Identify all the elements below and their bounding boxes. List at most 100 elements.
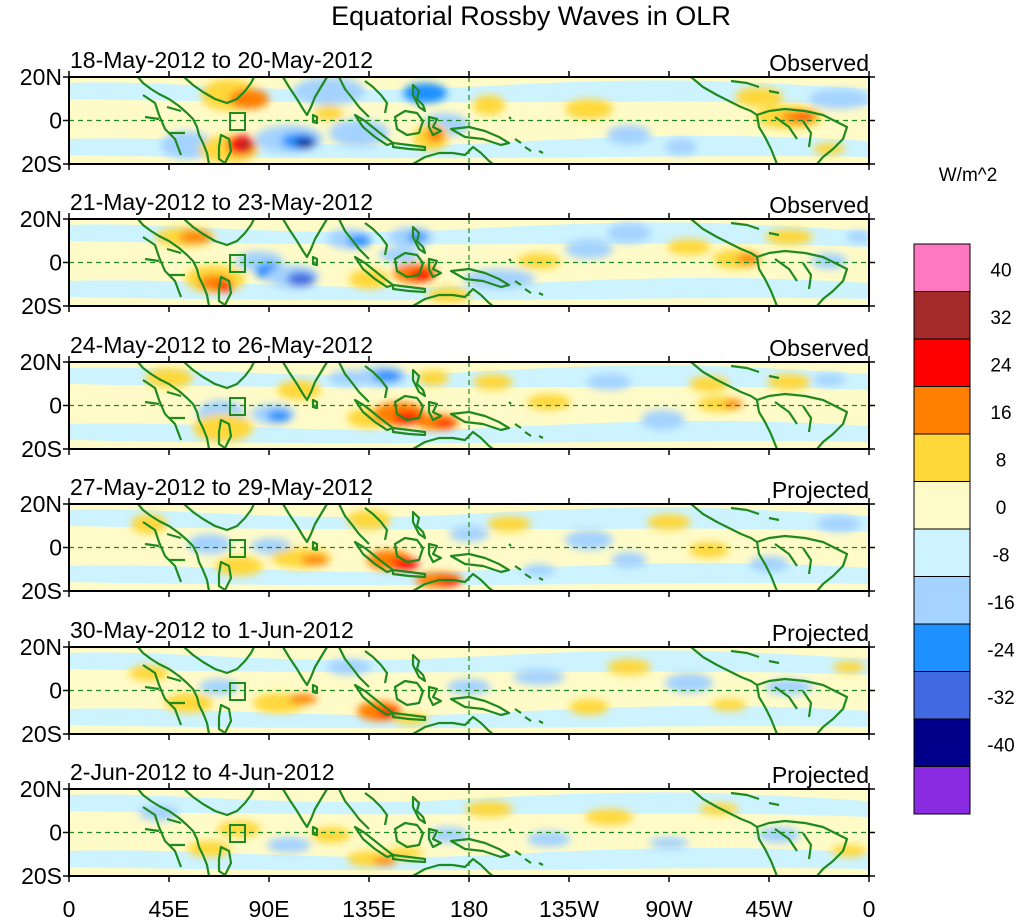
anomaly-contour [813, 374, 845, 386]
anomaly-contour [379, 247, 419, 263]
anomaly-contour [565, 99, 613, 119]
panel-kind-label: Projected [772, 620, 869, 646]
panel-date-range: 2-Jun-2012 to 4-Jun-2012 [70, 759, 335, 785]
anomaly-contour [429, 827, 469, 843]
anomaly-contour [757, 827, 801, 843]
panel-date-range: 18-May-2012 to 20-May-2012 [70, 47, 373, 73]
anomaly-contour [833, 661, 865, 673]
anomaly-contour [527, 394, 571, 410]
colorbar-label: 40 [990, 261, 1011, 282]
panel-kind-label: Observed [769, 192, 869, 218]
anomaly-contour [689, 542, 729, 558]
lon-tick-label: 0 [863, 896, 876, 922]
anomaly-contour [435, 420, 455, 428]
anomaly-contour [289, 694, 317, 704]
colorbar-label: 32 [990, 308, 1011, 329]
anomaly-contour [697, 396, 741, 412]
anomaly-contour [287, 272, 315, 286]
anomaly-contour [641, 410, 685, 430]
anomaly-contour [301, 555, 329, 565]
lon-tick-label: 0 [63, 896, 76, 922]
lat-tick-label: 0 [49, 678, 62, 704]
anomaly-contour [217, 821, 261, 837]
map-panel: 20N 0 20S 21-May-2012 to 23-May-2012 Observe… [20, 189, 875, 319]
panel-kind-label: Observed [769, 335, 869, 361]
longitude-axis: 0 45E 90E 135E 180 135W 90W 45W 0 [63, 896, 876, 922]
index-box [229, 397, 246, 416]
anomaly-contour [817, 516, 861, 532]
anomaly-contour [347, 510, 391, 530]
lat-tick-label: 0 [49, 393, 62, 419]
anomaly-contour [145, 368, 193, 388]
anomaly-contour [847, 231, 869, 243]
anomaly-contour [327, 659, 371, 675]
index-box [229, 824, 246, 843]
anomaly-contour [527, 831, 571, 847]
anomaly-contour [647, 514, 691, 530]
anomaly-contour [403, 83, 447, 103]
colorbar-label: 8 [996, 451, 1007, 472]
colorbar-swatch [913, 576, 971, 625]
lat-tick-label: 0 [49, 535, 62, 561]
figure-title: Equatorial Rossby Waves in OLR [331, 1, 731, 31]
lon-tick-label: 135W [539, 896, 599, 922]
lat-tick-label: 0 [49, 108, 62, 134]
lat-tick-label: 20S [21, 293, 62, 319]
map-panel: 20N 0 20S 24-May-2012 to 26-May-2012 Observe… [20, 332, 875, 462]
lat-tick-label: 20N [20, 491, 62, 517]
colorbar-label: 24 [990, 356, 1012, 377]
anomaly-contour [267, 410, 291, 422]
colorbar-label: -40 [987, 736, 1014, 757]
index-box [229, 539, 246, 558]
colorbar-swatch [913, 766, 971, 815]
anomaly-contour [723, 400, 743, 408]
lat-tick-label: 0 [49, 820, 62, 846]
anomaly-contour [749, 556, 789, 572]
colorbar-swatch [913, 481, 971, 530]
colorbar-swatch [913, 386, 971, 435]
anomaly-contour [667, 239, 711, 255]
lon-tick-label: 90E [249, 896, 290, 922]
anomaly-contour [187, 534, 231, 554]
anomaly-contour [585, 809, 633, 825]
lat-tick-label: 20N [20, 776, 62, 802]
anomaly-contour [569, 699, 609, 715]
lat-tick-label: 20N [20, 634, 62, 660]
anomaly-contour [587, 374, 631, 390]
colorbar-label: -16 [987, 593, 1014, 614]
panel-kind-label: Projected [772, 762, 869, 788]
lon-tick-label: 45W [745, 896, 793, 922]
index-box [229, 254, 246, 273]
anomaly-contour [831, 845, 867, 857]
anomaly-contour [607, 223, 651, 243]
lon-tick-label: 90W [645, 896, 693, 922]
anomaly-contour [311, 827, 351, 843]
anomaly-contour [229, 89, 269, 109]
anomaly-contour [809, 89, 869, 109]
lon-tick-label: 135E [342, 896, 396, 922]
lat-tick-label: 20S [21, 151, 62, 177]
anomaly-contour [735, 87, 783, 107]
anomaly-contour [607, 125, 651, 145]
panel-kind-label: Observed [769, 50, 869, 76]
anomaly-contour [315, 105, 343, 121]
colorbar-label: -8 [993, 546, 1010, 567]
anomaly-contour [131, 514, 167, 534]
anomaly-contour [409, 269, 433, 281]
lat-tick-label: 20S [21, 863, 62, 889]
anomaly-contour [329, 119, 389, 147]
colorbar-swatch [913, 623, 971, 672]
colorbar-swatch [913, 338, 971, 387]
anomaly-contour [487, 516, 531, 532]
colorbar-label: 0 [996, 498, 1007, 519]
anomaly-contour [665, 139, 697, 155]
colorbar-label: 16 [990, 403, 1011, 424]
anomaly-contour [711, 699, 747, 711]
anomaly-contour [251, 538, 291, 554]
anomaly-contour [517, 253, 561, 269]
lat-tick-label: 0 [49, 250, 62, 276]
map-panel: 20N 0 20S 30-May-2012 to 1-Jun-2012 Projecte… [20, 617, 875, 747]
anomaly-contour [139, 805, 179, 821]
anomaly-contour [193, 414, 253, 442]
